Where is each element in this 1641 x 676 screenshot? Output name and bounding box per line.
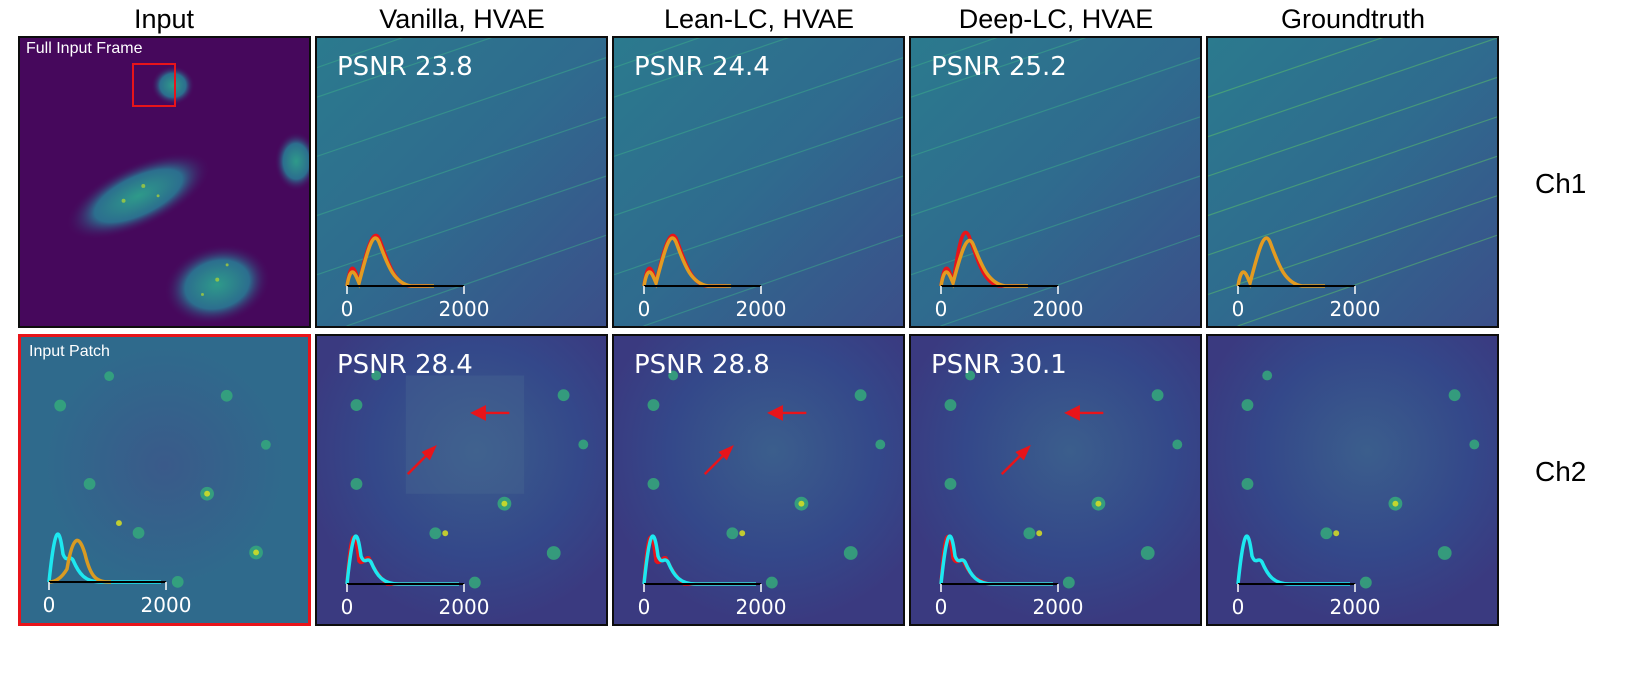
vanilla-ch1-panel: PSNR 23.8 0 2000 [315,36,608,328]
groundtruth-ch1-image [1208,38,1497,326]
lean-lc-ch2-panel: PSNR 28.8 0 2000 [612,334,905,626]
lean-lc-ch1-panel: PSNR 24.4 0 2000 [612,36,905,328]
intensity-histogram: 0 2000 [638,534,786,619]
intensity-histogram: 0 2000 [341,534,489,619]
tick-label-max: 2000 [141,593,192,617]
prediction-curve [939,230,1019,288]
input-patch-label: Input Patch [29,343,110,360]
input-orange-curve [48,538,112,584]
psnr-value: PSNR 24.4 [634,52,770,82]
column-title-vanilla-hvae: Vanilla, HVAE [379,4,545,34]
groundtruth-curve [1236,236,1325,289]
vanilla-ch2-image [317,336,606,624]
row-label-ch2: Ch2 [1535,456,1587,487]
full-input-frame-label: Full Input Frame [26,40,143,57]
lean-lc-ch1-image [614,38,903,326]
psnr-value: PSNR 28.8 [634,350,770,380]
arrow-annotations [406,405,510,475]
tick-label-min: 0 [638,595,651,619]
input-full-frame-panel: Full Input Frame [18,36,311,328]
arrow-annotations [703,405,807,475]
column-title-groundtruth: Groundtruth [1280,4,1426,34]
tick-label-min: 0 [43,593,56,617]
groundtruth-curve [345,534,459,586]
intensity-histogram: 0 2000 [341,233,489,321]
input-patch-panel: Input Patch 0 2000 [18,334,311,626]
lean-lc-ch2-image [614,336,903,624]
intensity-histogram: 0 2000 [43,532,191,617]
psnr-value: PSNR 25.2 [931,52,1067,82]
groundtruth-curve [345,236,434,289]
intensity-histogram: 0 2000 [638,233,786,321]
full-frame-image [20,38,309,326]
tick-label-min: 0 [341,297,354,321]
deep-lc-ch1-panel: PSNR 25.2 0 2000 [909,36,1202,328]
intensity-histogram: 0 2000 [1232,534,1380,619]
tick-label-min: 0 [935,297,948,321]
tick-label-max: 2000 [439,595,490,619]
tick-label-max: 2000 [1330,297,1381,321]
tick-label-max: 2000 [736,595,787,619]
groundtruth-curve [939,534,1053,586]
deep-lc-ch2-image [911,336,1200,624]
groundtruth-ch1-panel: 0 2000 [1206,36,1499,328]
intensity-histogram: 0 2000 [935,230,1083,321]
groundtruth-curve [642,236,731,289]
tick-label-min: 0 [1232,595,1245,619]
tick-label-min: 0 [935,595,948,619]
tick-label-max: 2000 [1033,297,1084,321]
psnr-value: PSNR 30.1 [931,350,1067,380]
row-label-ch1: Ch1 [1535,168,1587,199]
intensity-histogram: 0 2000 [1232,236,1380,321]
deep-lc-ch1-image [911,38,1200,326]
column-title-deep-lc-hvae: Deep-LC, HVAE [958,4,1154,34]
tick-label-min: 0 [1232,297,1245,321]
tick-label-max: 2000 [736,297,787,321]
patch-highlight-box [132,63,176,107]
tick-label-max: 2000 [1033,595,1084,619]
vanilla-ch1-image [317,38,606,326]
input-patch-image [21,337,308,623]
groundtruth-ch2-image [1208,336,1497,624]
tick-label-max: 2000 [1330,595,1381,619]
tick-label-min: 0 [341,595,354,619]
tick-label-max: 2000 [439,297,490,321]
psnr-value: PSNR 28.4 [337,350,473,380]
column-title-lean-lc-hvae: Lean-LC, HVAE [663,4,855,34]
column-title-input: Input [133,4,195,34]
vanilla-ch2-panel: PSNR 28.4 0 2000 [315,334,608,626]
groundtruth-ch2-panel: 0 2000 [1206,334,1499,626]
tick-label-min: 0 [638,297,651,321]
deep-lc-ch2-panel: PSNR 30.1 0 2000 [909,334,1202,626]
groundtruth-curve [1236,534,1350,586]
intensity-histogram: 0 2000 [935,534,1083,619]
psnr-value: PSNR 23.8 [337,52,473,82]
input-cyan-curve [47,532,161,584]
arrow-annotations [1000,405,1104,475]
groundtruth-curve [939,238,1028,289]
groundtruth-curve [642,534,756,586]
